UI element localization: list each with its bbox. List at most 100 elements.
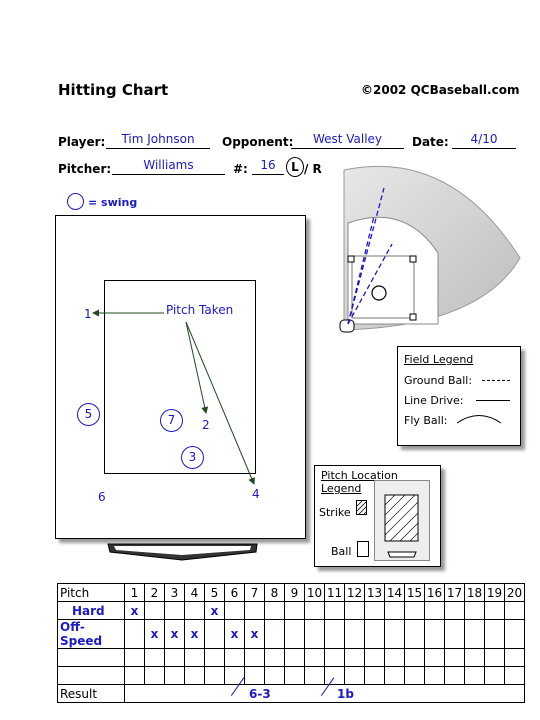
grid-cell[interactable] — [344, 619, 365, 649]
grid-cell[interactable] — [504, 619, 525, 649]
grid-cell[interactable] — [444, 619, 465, 649]
grid-cell[interactable] — [324, 601, 345, 620]
result-cell[interactable]: 6-3 1b — [124, 677, 525, 703]
grid-cell[interactable] — [244, 648, 265, 667]
grid-cell[interactable] — [304, 601, 325, 620]
grid-cell[interactable] — [184, 666, 205, 685]
grid-cell[interactable] — [424, 619, 445, 649]
grid-cell[interactable] — [144, 648, 165, 667]
grid-cell[interactable] — [284, 601, 305, 620]
grid-cell[interactable] — [464, 666, 485, 685]
grid-cell[interactable] — [284, 666, 305, 685]
fly-ball-arc-icon — [456, 415, 502, 424]
date-field[interactable]: 4/10 — [452, 132, 516, 149]
grid-cell[interactable] — [264, 601, 285, 620]
grid-cell[interactable] — [464, 619, 485, 649]
player-label: Player: — [58, 135, 106, 149]
hand-right: / R — [304, 162, 322, 176]
grid-cell[interactable] — [264, 648, 285, 667]
grid-cell[interactable] — [424, 666, 445, 685]
grid-cell[interactable] — [384, 619, 405, 649]
grid-cell[interactable] — [464, 601, 485, 620]
grid-cell[interactable] — [444, 648, 465, 667]
grid-cell[interactable] — [124, 648, 145, 667]
strike-zone-panel[interactable] — [55, 215, 306, 539]
column-header: 11 — [324, 583, 345, 602]
grid-cell[interactable] — [244, 601, 265, 620]
pitch-mark-4: 4 — [252, 487, 260, 501]
grid-cell[interactable] — [484, 619, 505, 649]
grid-cell[interactable] — [124, 666, 145, 685]
grid-cell[interactable] — [404, 648, 425, 667]
ground-ball-line-icon — [482, 380, 510, 381]
grid-cell[interactable] — [164, 666, 185, 685]
grid-cell[interactable] — [204, 648, 225, 667]
pitcher-field[interactable]: Williams — [112, 158, 225, 175]
grid-cell[interactable]: x — [144, 619, 165, 649]
pitch-mark-1: 1 — [84, 307, 92, 321]
grid-cell[interactable] — [144, 601, 165, 620]
grid-cell[interactable] — [344, 666, 365, 685]
number-field[interactable]: 16 — [252, 158, 284, 175]
grid-cell[interactable] — [144, 666, 165, 685]
grid-cell[interactable]: x — [224, 619, 245, 649]
grid-cell[interactable] — [384, 601, 405, 620]
grid-cell[interactable] — [324, 666, 345, 685]
column-header: 5 — [204, 583, 225, 602]
grid-cell[interactable] — [444, 601, 465, 620]
grid-cell[interactable] — [124, 619, 145, 649]
grid-cell[interactable] — [404, 666, 425, 685]
grid-cell[interactable] — [484, 648, 505, 667]
grid-cell[interactable] — [364, 648, 385, 667]
grid-cell[interactable] — [224, 648, 245, 667]
grid-cell[interactable] — [284, 619, 305, 649]
grid-cell[interactable] — [184, 601, 205, 620]
grid-cell[interactable] — [344, 601, 365, 620]
grid-cell[interactable] — [384, 648, 405, 667]
grid-cell[interactable] — [364, 666, 385, 685]
column-header: 17 — [444, 583, 465, 602]
grid-cell[interactable] — [304, 619, 325, 649]
grid-cell[interactable] — [484, 601, 505, 620]
grid-cell[interactable] — [184, 648, 205, 667]
grid-cell[interactable] — [204, 666, 225, 685]
grid-cell[interactable] — [444, 666, 465, 685]
grid-cell[interactable] — [364, 601, 385, 620]
grid-cell[interactable] — [504, 666, 525, 685]
grid-cell[interactable] — [464, 648, 485, 667]
grid-cell[interactable]: x — [164, 619, 185, 649]
grid-cell[interactable] — [404, 601, 425, 620]
grid-cell[interactable] — [344, 648, 365, 667]
grid-cell[interactable]: x — [244, 619, 265, 649]
baseball-field-diagram[interactable] — [330, 148, 530, 343]
pitch-mark-7: 7 — [160, 409, 183, 432]
hand-left-circled[interactable]: L — [286, 157, 304, 177]
grid-cell[interactable] — [164, 601, 185, 620]
grid-cell[interactable] — [224, 601, 245, 620]
grid-cell[interactable] — [484, 666, 505, 685]
grid-cell[interactable] — [424, 601, 445, 620]
grid-cell[interactable] — [404, 619, 425, 649]
opponent-field[interactable]: West Valley — [291, 132, 404, 149]
grid-cell[interactable] — [424, 648, 445, 667]
grid-cell[interactable] — [504, 601, 525, 620]
grid-cell[interactable] — [504, 648, 525, 667]
grid-cell[interactable] — [244, 666, 265, 685]
player-field[interactable]: Tim Johnson — [106, 132, 210, 149]
grid-cell[interactable]: x — [204, 601, 225, 620]
grid-cell[interactable]: x — [124, 601, 145, 620]
grid-cell[interactable] — [384, 666, 405, 685]
grid-cell[interactable] — [324, 648, 345, 667]
grid-cell[interactable] — [304, 666, 325, 685]
grid-cell[interactable] — [324, 619, 345, 649]
grid-cell[interactable] — [204, 619, 225, 649]
grid-cell[interactable] — [364, 619, 385, 649]
grid-cell[interactable] — [164, 648, 185, 667]
grid-cell[interactable] — [304, 648, 325, 667]
grid-cell[interactable] — [264, 666, 285, 685]
result-label: Result — [57, 684, 125, 703]
grid-cell[interactable]: x — [184, 619, 205, 649]
column-header: 12 — [344, 583, 365, 602]
grid-cell[interactable] — [284, 648, 305, 667]
grid-cell[interactable] — [264, 619, 285, 649]
